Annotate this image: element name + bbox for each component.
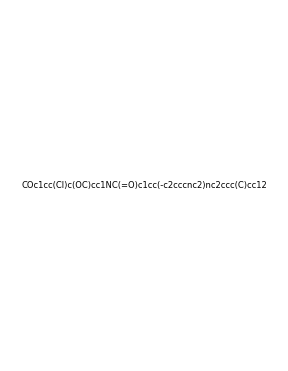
Text: COc1cc(Cl)c(OC)cc1NC(=O)c1cc(-c2cccnc2)nc2ccc(C)cc12: COc1cc(Cl)c(OC)cc1NC(=O)c1cc(-c2cccnc2)n… — [21, 181, 267, 190]
